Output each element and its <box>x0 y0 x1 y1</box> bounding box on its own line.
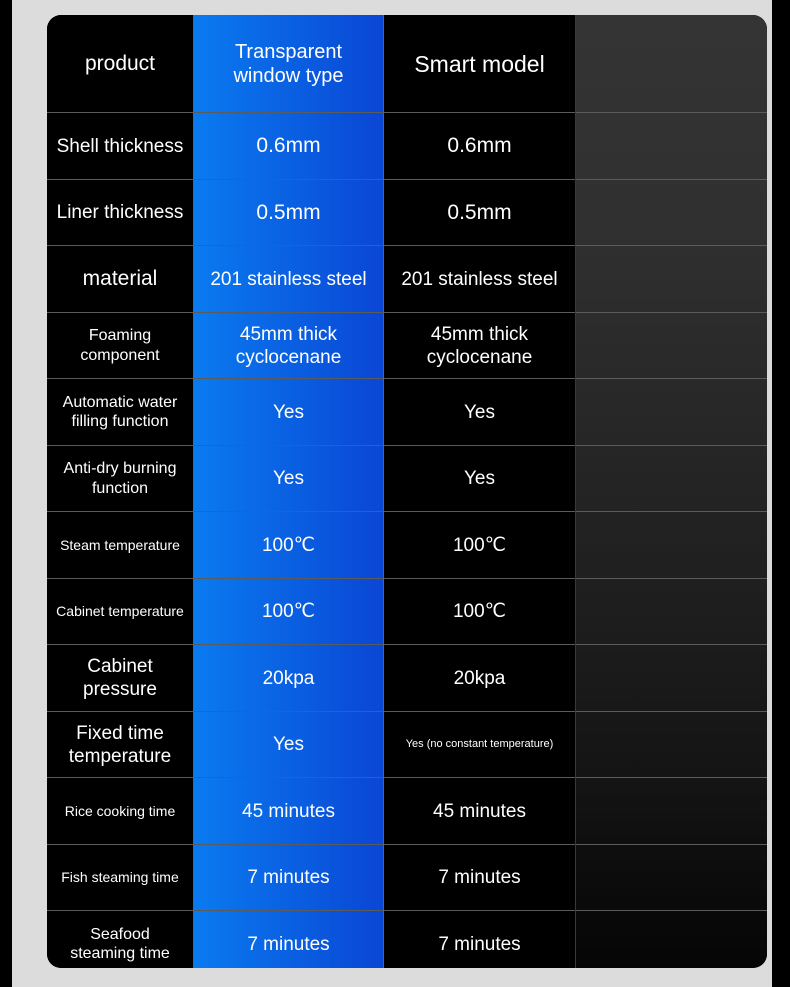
row-label: Fixed time temperature <box>47 711 193 778</box>
cell-transparent-window-type: 7 minutes <box>193 844 384 911</box>
cell-transparent-window-type: 7 minutes <box>193 911 384 968</box>
table-row: Liner thickness 0.5mm 0.5mm 0.4mm <box>47 179 767 246</box>
row-label: Cabinet pressure <box>47 645 193 712</box>
cell-smart-model: 7 minutes <box>384 844 575 911</box>
row-label: Fish steaming time <box>47 844 193 911</box>
cell-smart-model: 20kpa <box>384 645 575 712</box>
column-header-product: product <box>47 15 193 113</box>
cell-smart-model: Yes (no constant temperature) <box>384 711 575 778</box>
cell-smart-model: 100℃ <box>384 512 575 579</box>
cell-transparent-window-type: Yes <box>193 711 384 778</box>
cell-smart-model: 201 stainless steel <box>384 246 575 313</box>
table-row: Anti-dry burning function Yes Yes no <box>47 445 767 512</box>
cell-smart-model: 7 minutes <box>384 911 575 968</box>
cell-smart-model: Yes <box>384 379 575 446</box>
cell-transparent-window-type: Yes <box>193 379 384 446</box>
column-header-transparent-window-type: Transparent window type <box>193 15 384 113</box>
row-label: Foaming component <box>47 312 193 379</box>
cell-transparent-window-type: 45 minutes <box>193 778 384 845</box>
cell-smart-model: 0.6mm <box>384 113 575 180</box>
row-label: Cabinet temperature <box>47 578 193 645</box>
row-label: Liner thickness <box>47 179 193 246</box>
cell-transparent-window-type: 0.5mm <box>193 179 384 246</box>
row-label: Anti-dry burning function <box>47 445 193 512</box>
row-label: Automatic water filling function <box>47 379 193 446</box>
product-comparison-table: product Transparent window type Smart mo… <box>47 15 767 968</box>
table-row: Rice cooking time 45 minutes 45 minutes … <box>47 778 767 845</box>
cell-smart-model: 0.5mm <box>384 179 575 246</box>
column-header-smart-model: Smart model <box>384 15 575 113</box>
cell-transparent-window-type: 0.6mm <box>193 113 384 180</box>
row-label: Shell thickness <box>47 113 193 180</box>
cell-transparent-window-type: 201 stainless steel <box>193 246 384 313</box>
cell-transparent-window-type: 100℃ <box>193 578 384 645</box>
row-label: Steam temperature <box>47 512 193 579</box>
row-label: material <box>47 246 193 313</box>
table-row: Steam temperature 100℃ 100℃ 100℃ <box>47 512 767 579</box>
cell-transparent-window-type: 45mm thick cyclocenane <box>193 312 384 379</box>
cell-transparent-window-type: 20kpa <box>193 645 384 712</box>
cell-smart-model: 100℃ <box>384 578 575 645</box>
row-label: Rice cooking time <box>47 778 193 845</box>
economical-column-background <box>575 15 767 968</box>
cell-smart-model: 45mm thick cyclocenane <box>384 312 575 379</box>
table-row: Fixed time temperature Yes Yes (no const… <box>47 711 767 778</box>
cell-transparent-window-type: 100℃ <box>193 512 384 579</box>
page-canvas: product Transparent window type Smart mo… <box>12 0 772 987</box>
cell-smart-model: 45 minutes <box>384 778 575 845</box>
cell-transparent-window-type: Yes <box>193 445 384 512</box>
cell-smart-model: Yes <box>384 445 575 512</box>
row-label: Seafood steaming time <box>47 911 193 968</box>
